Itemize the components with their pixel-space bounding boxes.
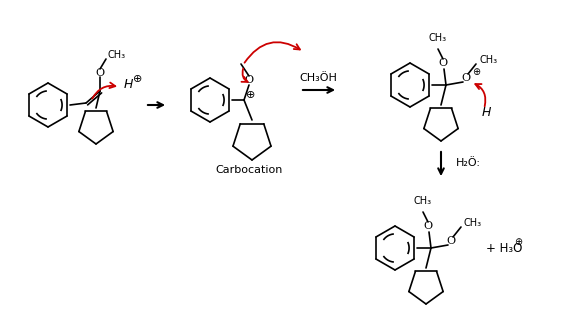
Text: CH₃: CH₃ bbox=[464, 218, 482, 228]
Text: + H₃O: + H₃O bbox=[486, 242, 522, 254]
Text: O: O bbox=[244, 75, 253, 85]
Text: H: H bbox=[482, 107, 491, 119]
Text: CH₃: CH₃ bbox=[429, 33, 447, 43]
Text: CH₃: CH₃ bbox=[414, 196, 432, 206]
Text: ⊕: ⊕ bbox=[514, 237, 522, 247]
Text: ⊕: ⊕ bbox=[472, 67, 480, 77]
Text: H: H bbox=[124, 78, 134, 92]
Text: O: O bbox=[438, 58, 448, 68]
Text: ⊕: ⊕ bbox=[247, 90, 256, 100]
Text: O: O bbox=[423, 221, 433, 231]
Text: CH₃ÖH: CH₃ÖH bbox=[299, 73, 337, 83]
Text: CH₃: CH₃ bbox=[479, 55, 497, 65]
Text: O: O bbox=[96, 68, 105, 78]
Text: Carbocation: Carbocation bbox=[215, 165, 283, 175]
Text: H₂Ö:: H₂Ö: bbox=[456, 158, 481, 168]
Text: ⊕: ⊕ bbox=[133, 74, 142, 84]
Text: CH₃: CH₃ bbox=[108, 50, 126, 60]
Text: O: O bbox=[461, 73, 471, 83]
Text: O: O bbox=[446, 236, 456, 246]
